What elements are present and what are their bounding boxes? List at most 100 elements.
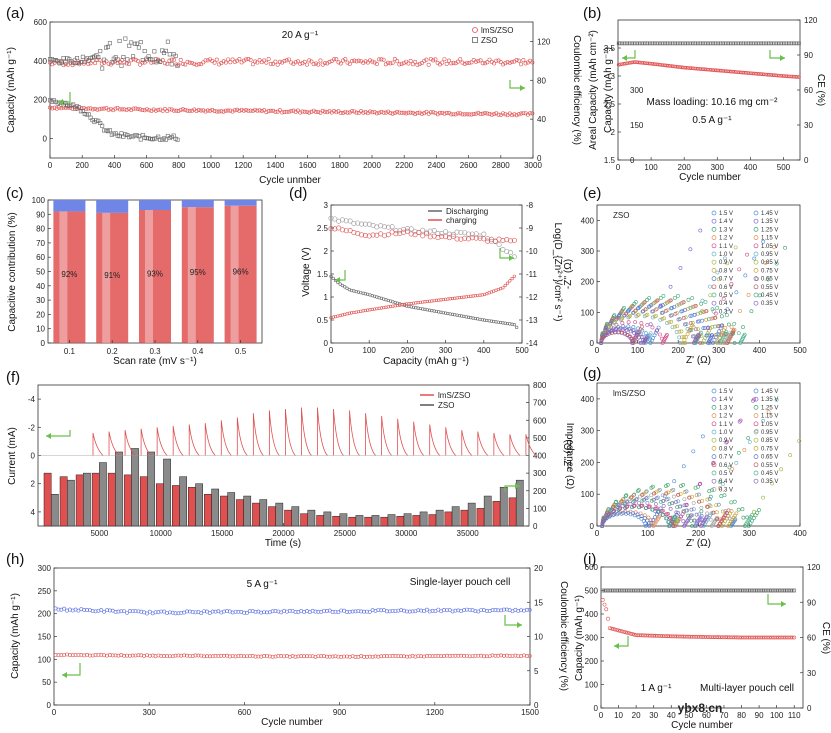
lms-zso-ce-point — [467, 60, 472, 65]
capacity-point — [459, 653, 464, 658]
zso-ce-point — [127, 43, 132, 48]
legend-label: 1.25 V — [761, 405, 778, 411]
ce-point — [404, 609, 409, 614]
capacity-axis-arrow-head — [58, 99, 63, 105]
lms-zso-ce-point — [455, 59, 460, 64]
zso-impedance-bar — [483, 495, 492, 527]
capacity-point — [719, 68, 724, 73]
capacity-point — [616, 628, 621, 633]
legend-marker — [711, 388, 717, 394]
impedance-point — [603, 332, 608, 337]
panel-label: (h) — [6, 551, 24, 568]
y-tick-label: 150 — [38, 633, 52, 642]
impedance-point — [719, 332, 724, 337]
y-tick-label: 1 — [324, 293, 329, 302]
lms-zso-ce-point — [187, 60, 192, 65]
legend-label: 0.75 V — [761, 446, 778, 452]
impedance-point — [724, 511, 729, 515]
y-tick-label: 200 — [38, 610, 52, 619]
charging-logd-point — [469, 235, 475, 241]
capacity-point — [379, 654, 384, 659]
impedance-point — [660, 303, 665, 308]
capacity-point — [193, 653, 198, 658]
impedance-point — [688, 247, 693, 252]
lms-zso-capacity-point — [230, 109, 235, 114]
impedance-point — [732, 499, 737, 504]
ce-point — [136, 609, 141, 614]
legend-label: 0.65 V — [761, 277, 778, 283]
impedance-point — [672, 295, 677, 300]
impedance-point — [700, 309, 704, 314]
capacity-point — [53, 653, 58, 658]
y2-tick-label: -11 — [526, 270, 538, 279]
capacity-point — [524, 654, 529, 659]
zso-ce-point — [123, 36, 128, 41]
ce-point — [447, 608, 452, 612]
lms-zso-capacity-point — [57, 105, 62, 110]
capacity-point — [62, 652, 67, 657]
impedance-point — [721, 296, 726, 301]
capacity-point — [364, 654, 369, 659]
capacity-point — [690, 634, 695, 639]
charging-logd-point — [427, 234, 433, 240]
impedance-point — [674, 510, 679, 515]
ce-point — [362, 609, 366, 614]
zso-ce-point — [98, 49, 103, 54]
zso-ce-point — [61, 56, 66, 61]
impedance-point — [687, 495, 692, 500]
lms-zso-capacity-point — [496, 112, 501, 117]
lms-zso-ce-point — [338, 61, 343, 66]
legend-label: 1.05 V — [761, 244, 778, 250]
lms-zso-ce-point — [530, 60, 535, 65]
lms-zso-capacity-point — [183, 108, 188, 113]
zso-ce-point — [165, 39, 170, 44]
lms-zso-impedance-bar — [123, 474, 132, 527]
x-tick-label: 300 — [711, 163, 725, 172]
capacity-point — [740, 70, 745, 75]
lms-zso-capacity-point — [77, 105, 82, 110]
zso-impedance-bar — [419, 511, 428, 527]
capacity-point — [679, 65, 684, 70]
lms-zso-capacity-point — [514, 113, 519, 118]
lms-zso-capacity-point — [81, 105, 86, 110]
capacitive-bar — [139, 210, 171, 343]
capacity-point — [688, 66, 692, 70]
lms-zso-capacity-point — [374, 111, 379, 116]
charging-logd-point — [458, 236, 464, 242]
lms-zso-ce-point — [282, 58, 287, 63]
charging-voltage-point — [503, 283, 507, 288]
capacity-point — [648, 633, 653, 638]
lms-zso-capacity-point — [280, 110, 285, 115]
lms-zso-capacity-point — [201, 108, 206, 113]
lms-zso-ce-point — [266, 56, 271, 61]
lms-zso-ce-point — [318, 58, 323, 63]
impedance-point — [729, 500, 734, 505]
lms-zso-capacity-point — [149, 108, 154, 113]
current-pulse — [92, 432, 104, 456]
lms-zso-capacity-point — [372, 110, 377, 115]
charging-logd-point — [412, 232, 418, 238]
current-pulse — [349, 410, 360, 456]
diffusion-bar — [224, 200, 257, 206]
lms-zso-capacity-point — [257, 108, 262, 113]
ce-point — [210, 609, 215, 614]
zso-impedance-bar — [259, 499, 268, 527]
lms-zso-capacity-point — [413, 112, 418, 117]
impedance-point — [605, 321, 609, 326]
legend-label: 1.2 V — [719, 414, 733, 420]
impedance-point — [622, 502, 627, 506]
lms-zso-ce-point — [413, 59, 418, 64]
capacity-point — [147, 653, 152, 658]
capacity-point — [678, 65, 682, 69]
pouch-annotation: Single-layer pouch cell — [410, 577, 511, 588]
lms-zso-ce-point — [329, 59, 334, 64]
capacity-point — [643, 633, 647, 638]
ce-point — [76, 608, 81, 613]
capacity-point — [293, 654, 298, 659]
charging-logd-point — [397, 230, 403, 236]
impedance-point — [638, 341, 643, 345]
impedance-point — [624, 493, 629, 498]
ce-point — [236, 609, 241, 614]
lms-zso-impedance-bar — [300, 513, 308, 527]
